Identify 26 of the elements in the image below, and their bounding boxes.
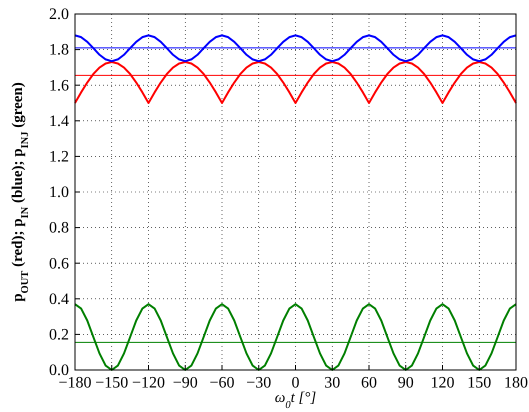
x-tick-label: −120: [132, 374, 166, 392]
x-tick-label: 90: [398, 374, 414, 392]
x-tick-label: −150: [95, 374, 128, 392]
x-tick-label: 180: [504, 374, 528, 392]
y-tick-label: 1.0: [49, 184, 69, 202]
y-tick-label: 1.2: [49, 148, 69, 166]
y-tick-label: 1.8: [49, 42, 69, 59]
x-tick-label: −90: [172, 374, 198, 392]
x-tick-label: −60: [209, 374, 235, 392]
y-tick-label: 1.6: [49, 77, 69, 94]
line-series: [74, 34, 517, 62]
x-tick-label: 150: [467, 374, 492, 392]
y-tick-label: 0.8: [49, 220, 69, 237]
x-tick-label: 120: [430, 374, 454, 392]
y-tick-label: 2.0: [49, 6, 69, 24]
line-series: [74, 303, 517, 371]
y-tick-label: 0.4: [49, 290, 69, 308]
line-series: [74, 61, 517, 104]
x-tick-label: 0: [292, 374, 300, 392]
x-tick-label: 60: [361, 374, 377, 392]
y-tick-label: 0.6: [49, 255, 69, 272]
y-tick-label: 0.2: [49, 326, 69, 344]
x-tick-label: −30: [246, 374, 272, 392]
x-axis-title: ω$_{0}$t [°]: [274, 390, 316, 410]
x-tick-label: 30: [324, 374, 340, 392]
y-tick-label: 1.4: [49, 112, 69, 130]
